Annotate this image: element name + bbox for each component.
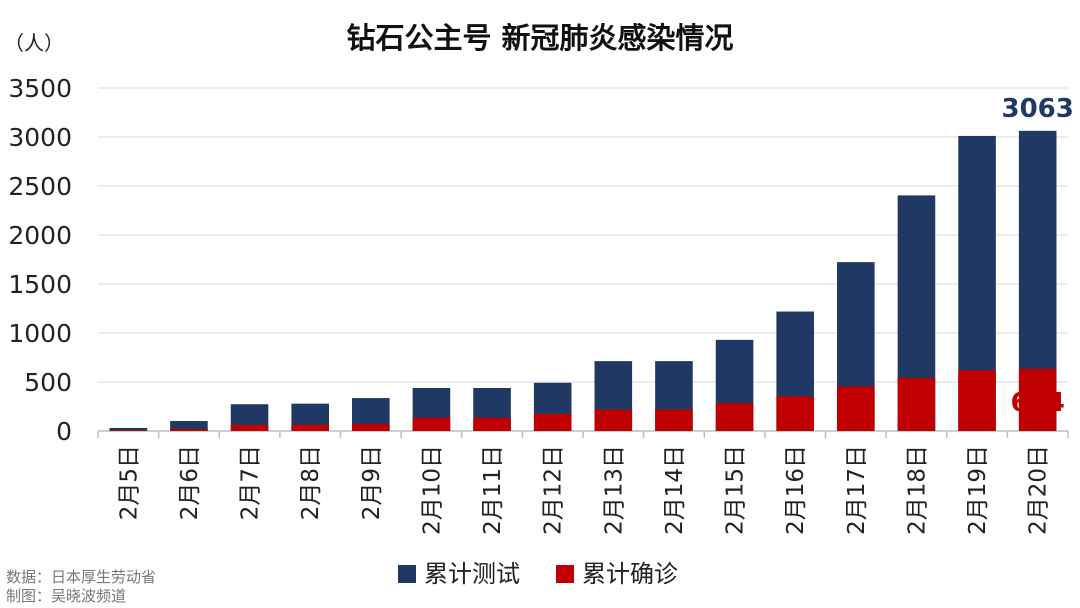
x-axis-ticks: 2月5日 2月6日 2月7日 2月8日 2月9日 2月10日 2月11日 2月12日 2月13日… bbox=[116, 445, 1051, 535]
x-tick-label: 2月14日 bbox=[662, 445, 688, 535]
y-axis-ticks: 0 500 1000 1500 2000 2500 3000 3500 bbox=[8, 74, 72, 446]
legend: 累计测试 累计确诊 bbox=[398, 560, 678, 588]
legend-label: 累计确诊 bbox=[582, 560, 678, 588]
source-line-1: 数据：日本厚生劳动省 bbox=[6, 568, 156, 586]
x-tick-label: 2月19日 bbox=[965, 445, 991, 535]
y-tick-label: 3500 bbox=[8, 74, 72, 103]
bar-confirmed bbox=[412, 417, 451, 431]
bar-confirmed bbox=[1018, 368, 1057, 431]
bar-confirmed bbox=[715, 403, 754, 431]
y-tick-label: 0 bbox=[56, 417, 72, 446]
x-tick-label: 2月12日 bbox=[541, 445, 567, 535]
bar-confirmed bbox=[291, 424, 329, 431]
bar-confirmed bbox=[473, 417, 511, 431]
legend-swatch bbox=[556, 565, 574, 583]
x-tick-label: 2月16日 bbox=[783, 445, 809, 535]
y-tick-label: 500 bbox=[24, 368, 72, 397]
bar-confirmed bbox=[170, 429, 208, 431]
x-tick-label: 2月6日 bbox=[177, 445, 203, 520]
bar-confirmed bbox=[594, 409, 633, 431]
x-tick-label: 2月17日 bbox=[844, 445, 870, 535]
bar-confirmed bbox=[897, 377, 936, 431]
source-line-2: 制图：吴晓波频道 bbox=[6, 587, 126, 605]
x-tick-label: 2月11日 bbox=[480, 445, 506, 535]
data-label-confirmed: 634 bbox=[1011, 388, 1065, 418]
y-tick-label: 2500 bbox=[8, 172, 72, 201]
x-tick-label: 2月18日 bbox=[904, 445, 930, 535]
data-labels: 3063 634 bbox=[1002, 94, 1074, 418]
x-tick-label: 2月15日 bbox=[723, 445, 749, 535]
y-tick-label: 1000 bbox=[8, 319, 72, 348]
gridlines bbox=[97, 87, 1069, 438]
bar-confirmed bbox=[533, 413, 572, 431]
chart-title: 钻石公主号 新冠肺炎感染情况 bbox=[346, 21, 733, 55]
bar-confirmed bbox=[352, 424, 390, 431]
bars bbox=[109, 130, 1057, 432]
bar-confirmed bbox=[230, 425, 269, 431]
bar-confirmed bbox=[655, 409, 693, 431]
bar-confirmed bbox=[958, 370, 996, 431]
y-axis-unit: （人） bbox=[4, 31, 64, 55]
x-tick-label: 2月20日 bbox=[1026, 445, 1052, 535]
x-tick-label: 2月9日 bbox=[359, 445, 385, 520]
legend-swatch bbox=[398, 565, 416, 583]
x-tick-label: 2月8日 bbox=[298, 445, 324, 520]
bar-confirmed bbox=[109, 430, 148, 431]
x-tick-label: 2月10日 bbox=[419, 445, 445, 535]
bar-confirmed bbox=[837, 386, 875, 431]
x-tick-label: 2月13日 bbox=[601, 445, 627, 535]
bar-total-tested bbox=[109, 427, 148, 431]
bar-total-tested bbox=[170, 421, 208, 431]
y-tick-label: 1500 bbox=[8, 270, 72, 299]
y-tick-label: 3000 bbox=[8, 123, 72, 152]
x-tick-label: 2月7日 bbox=[238, 445, 264, 520]
bar-confirmed bbox=[776, 396, 814, 431]
data-label-total: 3063 bbox=[1002, 94, 1074, 124]
legend-label: 累计测试 bbox=[424, 560, 520, 588]
y-tick-label: 2000 bbox=[8, 221, 72, 250]
x-tick-label: 2月5日 bbox=[116, 445, 142, 520]
